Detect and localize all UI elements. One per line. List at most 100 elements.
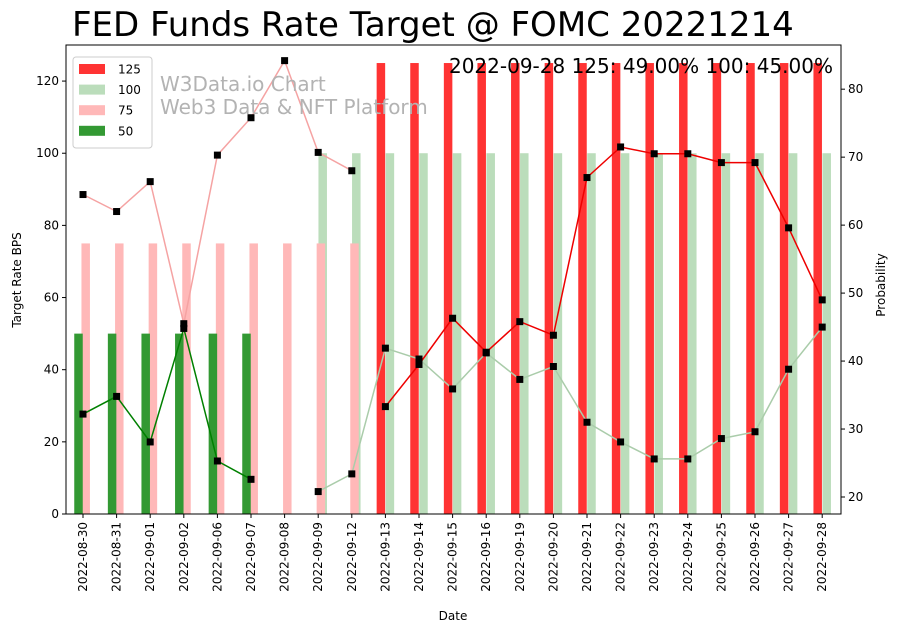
legend-label-75: 75 bbox=[118, 104, 133, 118]
point-125-probability-2022-09-24 bbox=[684, 150, 692, 158]
point-100-probability-2022-09-27 bbox=[785, 365, 793, 373]
x-tick-label: 2022-09-22 bbox=[614, 522, 628, 592]
bar-125-2022-09-14 bbox=[410, 63, 419, 515]
bar-125-2022-09-19 bbox=[511, 63, 520, 515]
point-75-probability-2022-09-07 bbox=[247, 114, 255, 122]
point-125-probability-2022-09-14 bbox=[415, 360, 423, 368]
bar-125-2022-09-22 bbox=[611, 63, 621, 515]
y2-tick-label: 20 bbox=[848, 490, 863, 504]
x-tick-label: 2022-08-31 bbox=[110, 522, 124, 592]
bar-75-2022-08-31 bbox=[115, 243, 124, 514]
x-tick-label: 2022-09-07 bbox=[244, 522, 258, 592]
bar-125-2022-09-20 bbox=[544, 63, 554, 515]
point-100-probability-2022-09-19 bbox=[516, 375, 524, 383]
x-tick-label: 2022-09-27 bbox=[782, 522, 796, 592]
point-100-probability-2022-09-13 bbox=[381, 344, 389, 352]
legend-swatch-75 bbox=[79, 105, 105, 116]
bar-125-2022-09-23 bbox=[645, 63, 654, 515]
y-tick-label: 40 bbox=[44, 363, 59, 377]
point-100-probability-2022-09-24 bbox=[684, 455, 692, 463]
bar-75-2022-09-07 bbox=[249, 243, 258, 514]
point-100-probability-2022-09-28 bbox=[818, 323, 826, 331]
point-125-probability-2022-09-25 bbox=[717, 159, 725, 167]
point-125-probability-2022-09-20 bbox=[549, 331, 557, 339]
legend: 125 100 75 50 bbox=[72, 56, 153, 149]
bar-75-2022-09-12 bbox=[350, 243, 359, 514]
point-75-probability-2022-09-08 bbox=[281, 57, 289, 65]
bar-100-2022-09-16 bbox=[486, 153, 495, 514]
y2-tick-label: 40 bbox=[848, 354, 863, 368]
point-75-probability-2022-09-12 bbox=[348, 167, 356, 175]
y2-tick-label: 50 bbox=[848, 286, 863, 300]
legend-swatch-125 bbox=[79, 64, 105, 74]
point-125-probability-2022-09-26 bbox=[751, 159, 759, 167]
point-75-probability-2022-09-01 bbox=[146, 178, 154, 186]
legend-swatch-100 bbox=[79, 84, 105, 95]
bar-50-2022-09-06 bbox=[208, 333, 218, 514]
bar-50-2022-09-02 bbox=[175, 333, 184, 514]
point-75-probability-2022-09-09 bbox=[314, 148, 322, 156]
y-tick-label: 120 bbox=[36, 74, 59, 88]
x-tick-label: 2022-09-26 bbox=[748, 522, 762, 592]
line-125-probability bbox=[384, 146, 823, 408]
point-125-probability-2022-09-23 bbox=[650, 150, 658, 158]
y2-tick-label: 30 bbox=[848, 422, 863, 436]
bar-125-2022-09-15 bbox=[443, 63, 453, 515]
point-50-probability-2022-09-07 bbox=[247, 475, 255, 483]
point-100-probability-2022-09-20 bbox=[549, 363, 557, 371]
x-tick-label: 2022-08-30 bbox=[76, 522, 90, 592]
bar-75-2022-08-30 bbox=[81, 243, 90, 514]
legend-label-125: 125 bbox=[118, 63, 141, 77]
bar-125-2022-09-26 bbox=[746, 63, 755, 515]
x-tick-label: 2022-09-01 bbox=[143, 522, 157, 592]
line-50-probability bbox=[82, 325, 252, 480]
point-75-probability-2022-08-30 bbox=[79, 191, 87, 199]
y-tick-label: 60 bbox=[44, 291, 59, 305]
legend-box bbox=[72, 56, 153, 149]
y2-axis-title: Probability bbox=[874, 253, 888, 316]
bar-75-2022-09-06 bbox=[215, 243, 225, 514]
chart-title: FED Funds Rate Target @ FOMC 20221214 bbox=[72, 5, 794, 45]
point-125-probability-2022-09-21 bbox=[583, 174, 591, 182]
x-tick-label: 2022-09-12 bbox=[345, 522, 359, 592]
bar-50-2022-08-31 bbox=[107, 333, 117, 514]
point-100-probability-2022-09-14 bbox=[415, 355, 423, 363]
point-100-probability-2022-09-16 bbox=[482, 349, 490, 357]
bar-125-2022-09-16 bbox=[477, 63, 486, 515]
bar-50-2022-09-07 bbox=[242, 333, 251, 514]
bar-100-2022-09-14 bbox=[419, 153, 428, 514]
point-125-probability-2022-09-13 bbox=[381, 403, 389, 411]
bar-100-2022-09-26 bbox=[755, 153, 764, 514]
bar-50-2022-09-01 bbox=[141, 333, 150, 514]
bar-125-2022-09-13 bbox=[376, 63, 386, 515]
point-125-probability-2022-09-15 bbox=[449, 314, 457, 322]
y2-tick-label: 70 bbox=[848, 150, 863, 164]
bar-125-2022-09-24 bbox=[679, 63, 688, 515]
point-50-probability-2022-09-01 bbox=[146, 438, 154, 446]
x-tick-label: 2022-09-28 bbox=[815, 522, 829, 592]
x-tick-label: 2022-09-24 bbox=[681, 522, 695, 592]
point-100-probability-2022-09-22 bbox=[617, 438, 625, 446]
x-tick-label: 2022-09-09 bbox=[311, 522, 325, 592]
bar-100-2022-09-19 bbox=[520, 153, 529, 514]
x-axis-title: Date bbox=[439, 609, 468, 623]
point-125-probability-2022-09-19 bbox=[516, 318, 524, 326]
legend-label-50: 50 bbox=[118, 124, 133, 138]
point-125-probability-2022-09-22 bbox=[617, 143, 625, 151]
point-50-probability-2022-09-06 bbox=[213, 457, 221, 465]
point-125-probability-2022-09-27 bbox=[785, 224, 793, 232]
y-tick-label: 20 bbox=[44, 435, 59, 449]
point-75-probability-2022-08-31 bbox=[113, 208, 121, 216]
y-tick-label: 80 bbox=[44, 218, 59, 232]
bar-100-2022-09-25 bbox=[721, 153, 731, 514]
x-tick-label: 2022-09-23 bbox=[647, 522, 661, 592]
point-75-probability-2022-09-06 bbox=[213, 151, 221, 159]
y-tick-label: 100 bbox=[36, 146, 59, 160]
point-50-probability-2022-08-30 bbox=[79, 410, 87, 418]
bar-75-2022-09-02 bbox=[182, 243, 191, 514]
x-tick-label: 2022-09-06 bbox=[210, 522, 224, 592]
bar-125-2022-09-21 bbox=[578, 63, 587, 515]
y2-tick-label: 60 bbox=[848, 218, 863, 232]
plot-frame bbox=[65, 44, 842, 515]
